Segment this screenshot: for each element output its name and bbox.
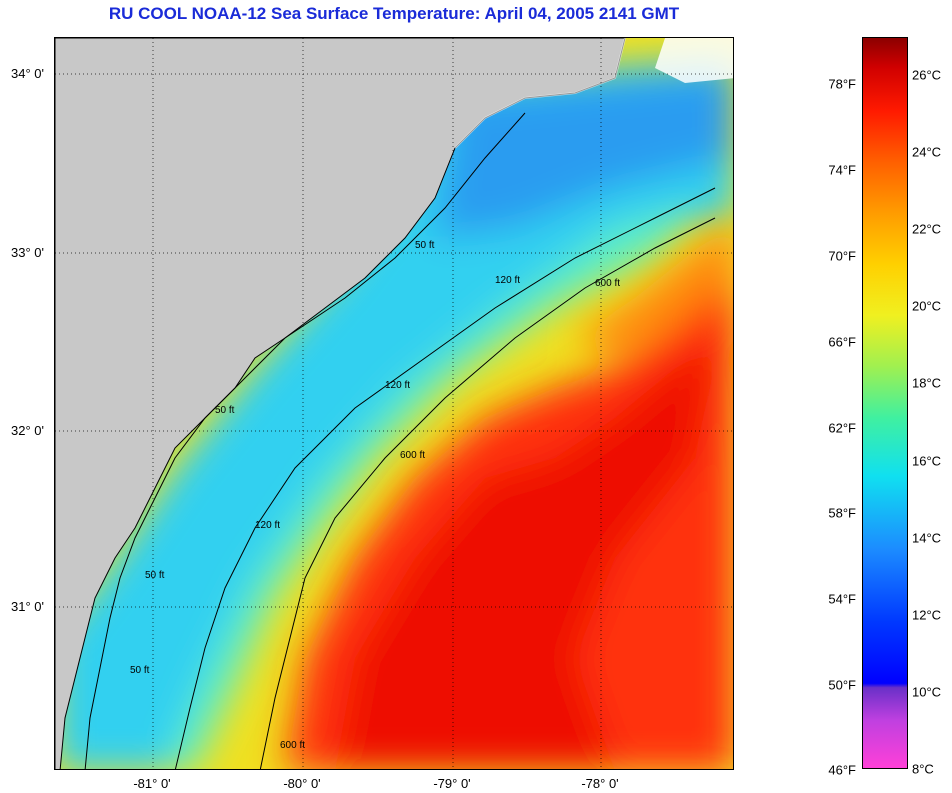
cb-f-58: 58°F [828,505,856,521]
cb-c-10: 10°C [912,684,942,700]
contour-label-50ft-4: 50 ft [130,665,150,676]
cb-c-24: 24°C [912,144,942,160]
contour-label-600ft-3: 600 ft [280,740,305,751]
cb-c-16: 16°C [912,453,942,469]
cb-c-12: 12°C [912,607,942,623]
isobath-contours [84,112,716,769]
contour-label-120ft-3: 120 ft [255,520,280,531]
lat-label-31: 31° 0' [11,599,44,614]
contour-120ft [174,187,716,769]
cb-c-8: 8°C [912,761,934,777]
temperature-colorbar [862,37,908,769]
cb-f-62: 62°F [828,420,856,436]
contour-600ft [259,217,716,769]
shelf-water-mid [165,208,705,769]
cb-c-14: 14°C [912,530,942,546]
coast-highlight [454,38,626,149]
lon-label-80: -80° 0' [283,776,321,791]
graticule [55,38,733,769]
contour-label-50ft: 50 ft [415,240,435,251]
cb-c-26: 26°C [912,67,942,83]
map-title: RU COOL NOAA-12 Sea Surface Temperature:… [108,4,680,23]
lat-label-33: 33° 0' [11,245,44,260]
contour-label-50ft-2: 50 ft [215,405,235,416]
cb-f-50: 50°F [828,677,856,693]
cloud-patch [655,38,733,83]
contour-label-600ft: 600 ft [595,278,620,289]
lon-label-79: -79° 0' [433,776,471,791]
lat-label-34: 34° 0' [11,66,44,81]
lon-label-78: -78° 0' [581,776,619,791]
cb-f-46: 46°F [828,762,856,778]
contour-label-50ft-3: 50 ft [145,570,165,581]
contour-label-600ft-2: 600 ft [400,450,425,461]
sst-map[interactable]: 50 ft 120 ft 600 ft 50 ft 120 ft 600 ft … [54,37,734,770]
cb-f-74: 74°F [828,162,856,178]
lon-label-81: -81° 0' [133,776,171,791]
sst-map-canvas: 50 ft 120 ft 600 ft 50 ft 120 ft 600 ft … [55,38,733,769]
cb-c-22: 22°C [912,221,942,237]
contour-50ft [84,112,526,769]
outer-shelf-cold [435,68,733,238]
cb-f-54: 54°F [828,591,856,607]
gulf-stream-orange [575,219,733,358]
cb-c-18: 18°C [912,375,942,391]
lat-label-32: 32° 0' [11,423,44,438]
cb-f-70: 70°F [828,248,856,264]
contour-label-120ft-2: 120 ft [385,380,410,391]
cb-c-20: 20°C [912,298,942,314]
gulf-stream-core [335,338,715,769]
cb-f-78: 78°F [828,76,856,92]
contour-label-120ft: 120 ft [495,275,520,286]
cb-f-66: 66°F [828,334,856,350]
shelf-water-cold [55,58,733,769]
